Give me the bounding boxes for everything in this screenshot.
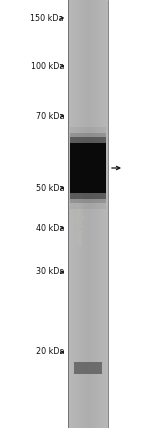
Bar [87, 0, 88, 428]
Text: www.ptglab.com: www.ptglab.com [75, 182, 84, 246]
Bar [73, 0, 74, 428]
Bar [70, 193, 106, 203]
Bar [81, 0, 82, 428]
Bar [70, 193, 106, 209]
Bar [79, 0, 80, 428]
Bar [70, 193, 106, 199]
Bar [105, 0, 106, 428]
Bar [99, 0, 100, 428]
Bar [70, 137, 106, 143]
Bar [70, 133, 106, 143]
Bar [89, 0, 90, 428]
Bar [72, 0, 73, 428]
Bar [84, 0, 85, 428]
Bar [95, 0, 96, 428]
Bar [69, 0, 70, 428]
Bar [91, 0, 92, 428]
Bar [106, 0, 107, 428]
Bar [100, 0, 101, 428]
Bar [88, 0, 89, 428]
Bar [101, 0, 102, 428]
Bar [77, 0, 78, 428]
Bar [86, 0, 87, 428]
Bar [74, 362, 102, 374]
Bar [83, 0, 84, 428]
Bar [103, 0, 104, 428]
Text: 50 kDa: 50 kDa [36, 184, 64, 193]
Bar [102, 0, 103, 428]
Bar [98, 0, 99, 428]
Bar [70, 127, 106, 143]
Bar [93, 0, 94, 428]
Bar [74, 0, 75, 428]
Text: 40 kDa: 40 kDa [36, 223, 64, 232]
Bar [71, 0, 72, 428]
Bar [107, 0, 108, 428]
Bar [92, 0, 93, 428]
Text: 70 kDa: 70 kDa [36, 112, 64, 121]
Bar [75, 0, 76, 428]
Bar [80, 0, 81, 428]
Bar [68, 0, 69, 428]
Bar [94, 0, 95, 428]
Text: 20 kDa: 20 kDa [36, 348, 64, 357]
Bar [68, 0, 108, 428]
Bar [78, 0, 79, 428]
Bar [85, 0, 86, 428]
Bar [76, 0, 77, 428]
Text: 30 kDa: 30 kDa [36, 268, 64, 276]
Bar [104, 0, 105, 428]
Bar [82, 0, 83, 428]
Bar [70, 0, 71, 428]
Text: 150 kDa: 150 kDa [30, 14, 64, 23]
Bar [96, 0, 97, 428]
Text: 100 kDa: 100 kDa [31, 62, 64, 71]
Bar [97, 0, 98, 428]
Bar [70, 143, 106, 193]
Bar [90, 0, 91, 428]
